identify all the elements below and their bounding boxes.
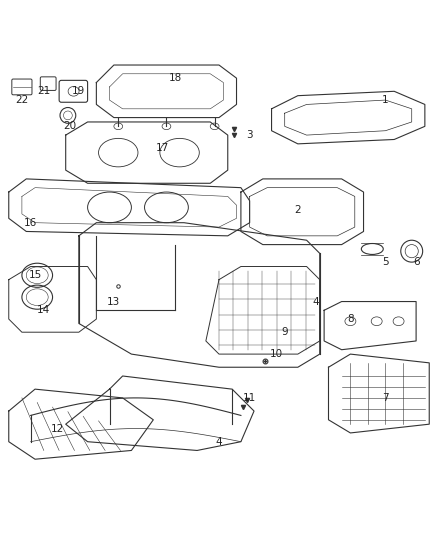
Text: 18: 18 — [169, 73, 182, 83]
Text: 8: 8 — [347, 314, 354, 324]
Text: 9: 9 — [281, 327, 288, 337]
Text: 21: 21 — [37, 86, 50, 96]
Text: 4: 4 — [312, 296, 319, 306]
Text: 20: 20 — [64, 122, 77, 131]
Text: 2: 2 — [294, 205, 301, 215]
Text: 12: 12 — [50, 424, 64, 433]
Text: 22: 22 — [15, 95, 28, 105]
Text: 1: 1 — [382, 95, 389, 105]
Text: 10: 10 — [269, 349, 283, 359]
Text: 5: 5 — [382, 257, 389, 267]
Text: 19: 19 — [72, 86, 85, 96]
Text: 6: 6 — [413, 257, 420, 267]
Text: 3: 3 — [246, 130, 253, 140]
Text: 16: 16 — [24, 217, 37, 228]
Text: 4: 4 — [215, 437, 223, 447]
Text: 13: 13 — [107, 296, 120, 306]
Text: 11: 11 — [243, 393, 256, 403]
Text: 17: 17 — [155, 143, 169, 154]
Text: 14: 14 — [37, 305, 50, 316]
Text: 7: 7 — [382, 393, 389, 403]
Text: 15: 15 — [28, 270, 42, 280]
